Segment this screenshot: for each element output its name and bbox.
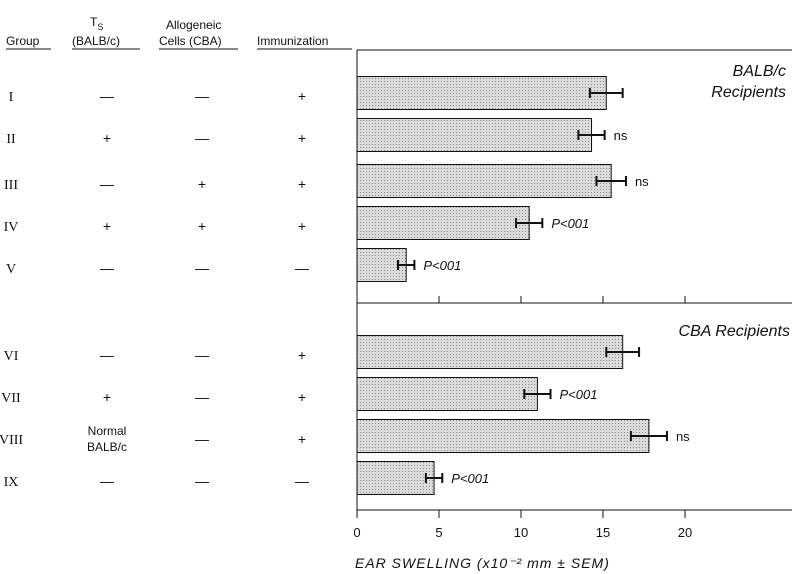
header-ts-subscript: S <box>97 22 103 32</box>
bar <box>356 164 612 198</box>
header-ts: TS <box>90 15 103 32</box>
row-allo-cell: — <box>195 88 209 104</box>
row-imm-cell: + <box>298 347 306 363</box>
significance-label: P<001 <box>423 258 461 273</box>
row-group-label: V <box>6 262 16 277</box>
header-group: Group <box>6 34 40 48</box>
row-group-label: I <box>9 90 14 105</box>
row-imm-cell: + <box>298 130 306 146</box>
panel-title-cba: CBA Recipients <box>679 323 790 340</box>
significance-label: P<001 <box>451 471 489 486</box>
header-allo-cells: Cells (CBA) <box>159 34 222 48</box>
row-allo-cell: + <box>198 218 206 234</box>
row-allo-cell: — <box>195 431 209 447</box>
row-allo-cell: — <box>195 130 209 146</box>
row-imm-cell: + <box>298 218 306 234</box>
significance-label: P<001 <box>551 216 589 231</box>
bar <box>356 206 530 240</box>
bar <box>356 76 607 110</box>
row-group-label: II <box>6 132 16 147</box>
header-immunization: Immunization <box>257 34 328 48</box>
row-ts-cell-line2: BALB/c <box>87 440 127 454</box>
row-ts-cell: + <box>103 389 111 405</box>
significance-label: P<001 <box>560 387 598 402</box>
row-ts-cell: — <box>100 176 114 192</box>
x-axis-label: EAR SWELLING (x10⁻² mm ± SEM) <box>355 555 610 571</box>
table-body: I — — + II + — + III — + + IV + + + V — … <box>0 88 309 490</box>
row-ts-cell-line1: Normal <box>88 424 127 438</box>
bar-layer: ns ns P<001 P<001 P<001 ns P<001 <box>356 76 690 495</box>
row-group-label: VII <box>1 391 21 406</box>
x-tick-label: 15 <box>596 525 610 540</box>
significance-label: ns <box>614 128 628 143</box>
row-ts-cell: — <box>100 473 114 489</box>
header-ts-letter: T <box>90 15 98 29</box>
row-group-label: VIII <box>0 433 23 448</box>
row-imm-cell: + <box>298 431 306 447</box>
x-tick-label: 10 <box>514 525 528 540</box>
row-group-label: III <box>4 178 18 193</box>
row-imm-cell: — <box>295 473 309 489</box>
row-allo-cell: — <box>195 260 209 276</box>
table-header: Group TS (BALB/c) Allogeneic Cells (CBA)… <box>6 15 352 50</box>
panel-title-balbc-line2: Recipients <box>711 84 786 101</box>
bar <box>356 118 593 152</box>
row-imm-cell: + <box>298 88 306 104</box>
row-imm-cell: — <box>295 260 309 276</box>
row-allo-cell: + <box>198 176 206 192</box>
panel-title-balbc-line1: BALB/c <box>733 63 786 80</box>
bar <box>356 377 538 411</box>
row-group-label: VI <box>4 349 19 364</box>
header-ts-strain: (BALB/c) <box>72 34 120 48</box>
row-ts-cell: — <box>100 260 114 276</box>
tick-layer: 0 5 10 15 20 <box>353 296 692 540</box>
row-imm-cell: + <box>298 176 306 192</box>
bar <box>356 419 650 453</box>
row-ts-cell: + <box>103 130 111 146</box>
x-tick-label: 20 <box>678 525 692 540</box>
row-ts-cell: + <box>103 218 111 234</box>
x-tick-label: 0 <box>353 525 360 540</box>
header-allogeneic: Allogeneic <box>166 18 221 32</box>
row-ts-cell: — <box>100 88 114 104</box>
bar <box>356 335 624 369</box>
significance-label: ns <box>676 429 690 444</box>
row-allo-cell: — <box>195 389 209 405</box>
row-allo-cell: — <box>195 347 209 363</box>
row-ts-cell: — <box>100 347 114 363</box>
row-allo-cell: — <box>195 473 209 489</box>
row-group-label: IV <box>4 220 19 235</box>
bar <box>356 461 435 495</box>
x-tick-label: 5 <box>435 525 442 540</box>
significance-label: ns <box>635 174 649 189</box>
row-group-label: IX <box>4 475 19 490</box>
row-imm-cell: + <box>298 389 306 405</box>
